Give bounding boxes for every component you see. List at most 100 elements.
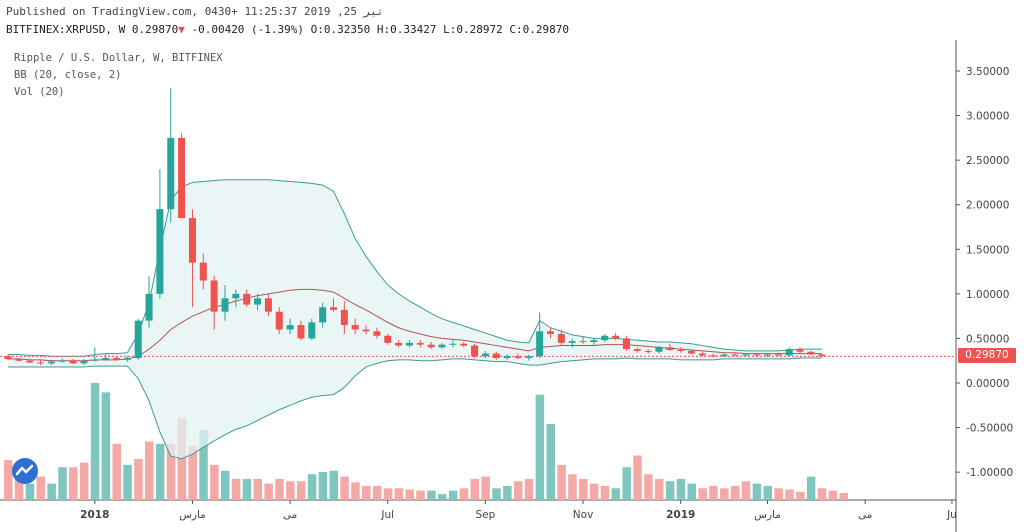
- candle-body: [568, 341, 576, 343]
- change-value: -0.00420 (-1.39%): [191, 23, 305, 36]
- volume-bar: [188, 446, 197, 500]
- candle-body: [525, 356, 533, 359]
- candle-body: [4, 356, 12, 359]
- candle-body: [753, 354, 761, 356]
- volume-bar: [253, 478, 263, 500]
- candle: [568, 338, 576, 348]
- volume-bar: [166, 443, 176, 500]
- volume-bar: [481, 476, 490, 500]
- volume-bar: [817, 488, 827, 500]
- candle-body: [427, 344, 435, 348]
- candle-body: [373, 331, 381, 336]
- volume-bar: [763, 485, 772, 500]
- symbol-info-line: BITFINEX:XRPUSD, W 0.29870▼ -0.00420 (-1…: [6, 23, 569, 36]
- candle: [221, 284, 229, 321]
- candle-body: [547, 331, 554, 334]
- candle: [579, 336, 587, 344]
- y-tick-label: 3.00000: [966, 111, 1009, 123]
- candle: [26, 358, 34, 364]
- candle: [633, 347, 641, 353]
- candle-body: [26, 360, 34, 363]
- candle: [677, 347, 685, 353]
- candle-body: [774, 354, 782, 356]
- volume-bar: [264, 483, 273, 500]
- candle: [753, 352, 761, 357]
- candle: [601, 333, 609, 342]
- candle: [764, 353, 771, 358]
- candle: [123, 356, 131, 362]
- vol-legend[interactable]: Vol (20): [14, 86, 65, 98]
- candle-body: [395, 342, 403, 346]
- x-tick-label: می: [283, 509, 297, 521]
- candle-body: [503, 356, 511, 359]
- candle-body: [471, 345, 479, 357]
- symbol-name[interactable]: BITFINEX:XRPUSD, W: [6, 23, 126, 36]
- candle: [15, 358, 23, 362]
- candle: [37, 359, 45, 366]
- candle-body: [362, 329, 370, 332]
- volume-bar: [231, 478, 241, 500]
- candle: [503, 354, 511, 360]
- candle: [58, 358, 66, 363]
- volume-bar: [47, 483, 56, 500]
- volume-bar: [416, 490, 425, 500]
- bb-legend[interactable]: BB (20, close, 2): [14, 69, 122, 81]
- candle-body: [405, 342, 413, 346]
- candle-body: [330, 307, 337, 310]
- volume-bar: [796, 491, 805, 500]
- volume-bar: [372, 485, 382, 500]
- volume-bar: [362, 485, 371, 500]
- tradingview-logo-icon[interactable]: [12, 458, 38, 484]
- volume-bar: [741, 481, 751, 500]
- volume-bar: [535, 394, 545, 500]
- series-legend[interactable]: Ripple / U.S. Dollar, W, BITFINEX: [14, 52, 223, 64]
- volume-bar: [687, 483, 697, 500]
- candle: [167, 87, 175, 223]
- published-note: Published on TradingView.com, تیر 25, 20…: [6, 5, 384, 18]
- volume-bar: [524, 478, 534, 500]
- x-tick-label: Sep: [476, 509, 496, 521]
- candle-body: [536, 331, 544, 357]
- candle: [188, 209, 196, 308]
- volume-bar: [633, 455, 642, 500]
- candle-body: [622, 338, 630, 350]
- candle: [69, 358, 77, 365]
- volume-bar: [405, 489, 414, 500]
- candle: [319, 302, 327, 328]
- x-tick-label: مارس: [754, 509, 781, 521]
- candle-body: [384, 335, 392, 343]
- candle: [243, 289, 251, 308]
- candle-body: [481, 353, 489, 357]
- y-tick-label: 2.50000: [966, 155, 1009, 167]
- x-tick-label: مارس: [179, 509, 206, 521]
- candle: [492, 351, 500, 360]
- candle-body: [58, 360, 66, 362]
- candle-body: [134, 320, 142, 359]
- candle-body: [579, 341, 587, 343]
- candle: [416, 340, 424, 348]
- candle-body: [15, 358, 23, 361]
- candle: [113, 356, 120, 361]
- candle: [785, 347, 793, 357]
- y-tick-label: 1.50000: [966, 244, 1009, 256]
- candle-body: [102, 358, 110, 360]
- candle: [774, 352, 782, 357]
- candle-body: [199, 262, 207, 281]
- volume-bar: [503, 485, 512, 500]
- volume-bar: [752, 483, 762, 500]
- candle: [275, 307, 283, 334]
- candle: [427, 341, 435, 350]
- volume-bar: [568, 474, 577, 500]
- volume-bar: [785, 489, 794, 500]
- candle: [264, 293, 272, 317]
- y-tick-label: 2.00000: [966, 200, 1009, 212]
- candle: [460, 341, 468, 348]
- volume-bar: [58, 467, 67, 500]
- candle: [547, 327, 554, 339]
- last-price-badge: 0.29870: [958, 348, 1016, 363]
- candle-body: [644, 350, 652, 352]
- candle-body: [156, 209, 164, 294]
- volume-bar: [774, 488, 783, 500]
- candle: [286, 318, 294, 334]
